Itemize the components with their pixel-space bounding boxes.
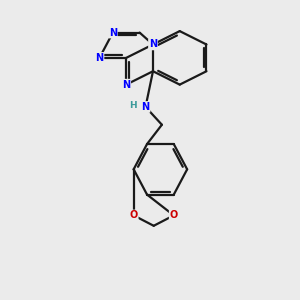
- Text: N: N: [142, 102, 150, 112]
- Text: N: N: [149, 40, 157, 50]
- Text: H: H: [129, 101, 137, 110]
- Text: O: O: [170, 210, 178, 220]
- Text: N: N: [109, 28, 117, 38]
- Text: N: N: [122, 80, 130, 90]
- Text: N: N: [95, 53, 104, 63]
- Text: O: O: [130, 210, 138, 220]
